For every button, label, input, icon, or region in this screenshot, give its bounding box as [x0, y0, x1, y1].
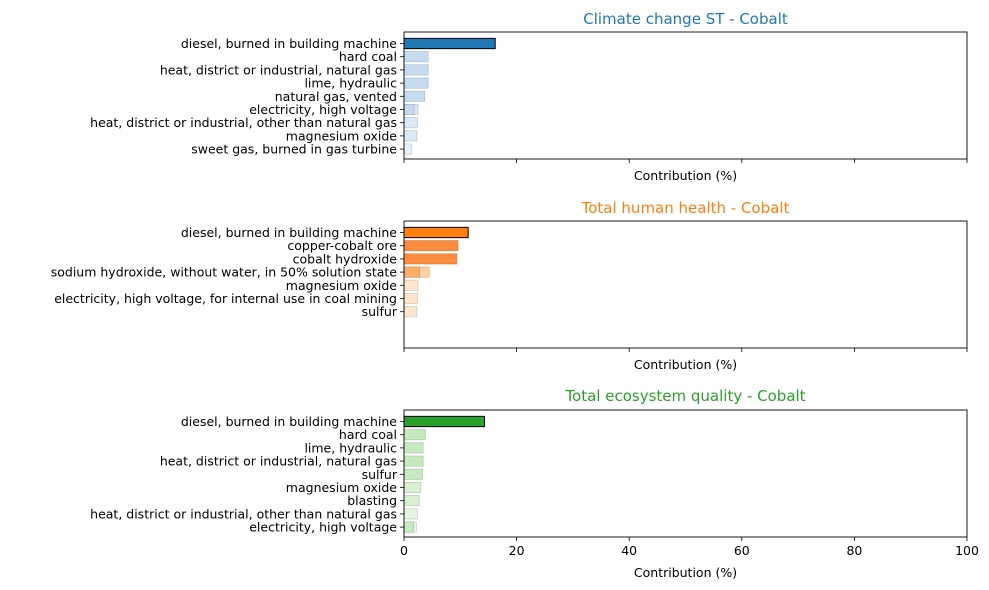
bar: [403, 253, 458, 265]
y-tick-label: lime, hydraulic: [304, 76, 397, 91]
bar: [403, 306, 418, 318]
y-tick-label: sweet gas, burned in gas turbine: [191, 142, 397, 157]
x-tick-label: 100: [955, 543, 979, 558]
bar: [403, 37, 496, 50]
bar: [403, 143, 413, 155]
bar: [403, 455, 424, 467]
bar: [403, 117, 418, 129]
bar: [403, 495, 420, 507]
bar: [403, 266, 421, 278]
bar: [403, 429, 426, 441]
y-tick-label: magnesium oxide: [286, 278, 398, 293]
y-tick-label: natural gas, vented: [275, 89, 397, 104]
chart-title: Total ecosystem quality - Cobalt: [564, 387, 805, 405]
plot-frame: [403, 31, 968, 160]
y-tick-label: sodium hydroxide, without water, in 50% …: [51, 265, 398, 280]
bar: [403, 442, 424, 454]
x-tick-label: 40: [621, 543, 637, 558]
y-tick-label: hard coal: [339, 49, 397, 64]
chart-panel-1: Climate change ST - Cobalt diesel, burned…: [90, 10, 968, 183]
chart-panel-3: Total ecosystem quality - Cobalt diesel, …: [90, 387, 979, 580]
y-tick-label: magnesium oxide: [286, 128, 398, 143]
bar: [403, 279, 419, 291]
bar: [403, 508, 418, 520]
bar: [403, 521, 414, 533]
y-tick-label: diesel, burned in building machine: [181, 414, 397, 429]
y-tick-label: heat, district or industrial, other than…: [90, 115, 397, 130]
y-tick-label: cobalt hydroxide: [293, 251, 398, 266]
y-tick-label: sulfur: [362, 304, 398, 319]
y-tick-label: lime, hydraulic: [304, 440, 397, 455]
plot-frame: [403, 409, 968, 538]
y-tick-label: blasting: [347, 493, 397, 508]
y-tick-label: copper-cobalt ore: [287, 238, 397, 253]
bar: [403, 90, 426, 102]
x-tick-label: 20: [509, 543, 525, 558]
x-tick-label: 60: [734, 543, 750, 558]
y-tick-label: electricity, high voltage: [249, 520, 397, 535]
bar: [403, 104, 415, 115]
x-axis-label: Contribution (%): [634, 357, 737, 372]
bar: [403, 226, 469, 239]
bar: [403, 64, 429, 76]
y-tick-label: electricity, high voltage, for internal …: [54, 291, 397, 306]
y-tick-label: hard coal: [339, 427, 397, 442]
chart-panel-2: Total human health - Cobalt diesel, burne…: [51, 199, 968, 372]
bar: [403, 482, 422, 493]
bar: [403, 130, 418, 142]
y-tick-label: diesel, burned in building machine: [181, 36, 397, 51]
x-axis-label: Contribution (%): [634, 168, 737, 183]
bar: [403, 415, 486, 428]
bar: [403, 293, 418, 304]
y-tick-label: electricity, high voltage: [249, 102, 397, 117]
plot-frame: [403, 220, 968, 349]
y-tick-label: heat, district or industrial, other than…: [90, 506, 397, 521]
y-tick-label: magnesium oxide: [286, 480, 398, 495]
x-axis-label: Contribution (%): [634, 565, 737, 580]
chart-title: Climate change ST - Cobalt: [583, 10, 788, 28]
bar: [403, 77, 429, 89]
bar: [403, 240, 459, 252]
y-tick-label: heat, district or industrial, natural ga…: [160, 62, 397, 77]
bar: [403, 468, 423, 480]
y-tick-label: sulfur: [362, 467, 398, 482]
bar: [403, 51, 429, 63]
y-tick-label: heat, district or industrial, natural ga…: [160, 454, 397, 469]
y-tick-label: diesel, burned in building machine: [181, 225, 397, 240]
x-tick-label: 0: [400, 543, 408, 558]
x-tick-label: 80: [846, 543, 862, 558]
chart-title: Total human health - Cobalt: [581, 199, 790, 217]
